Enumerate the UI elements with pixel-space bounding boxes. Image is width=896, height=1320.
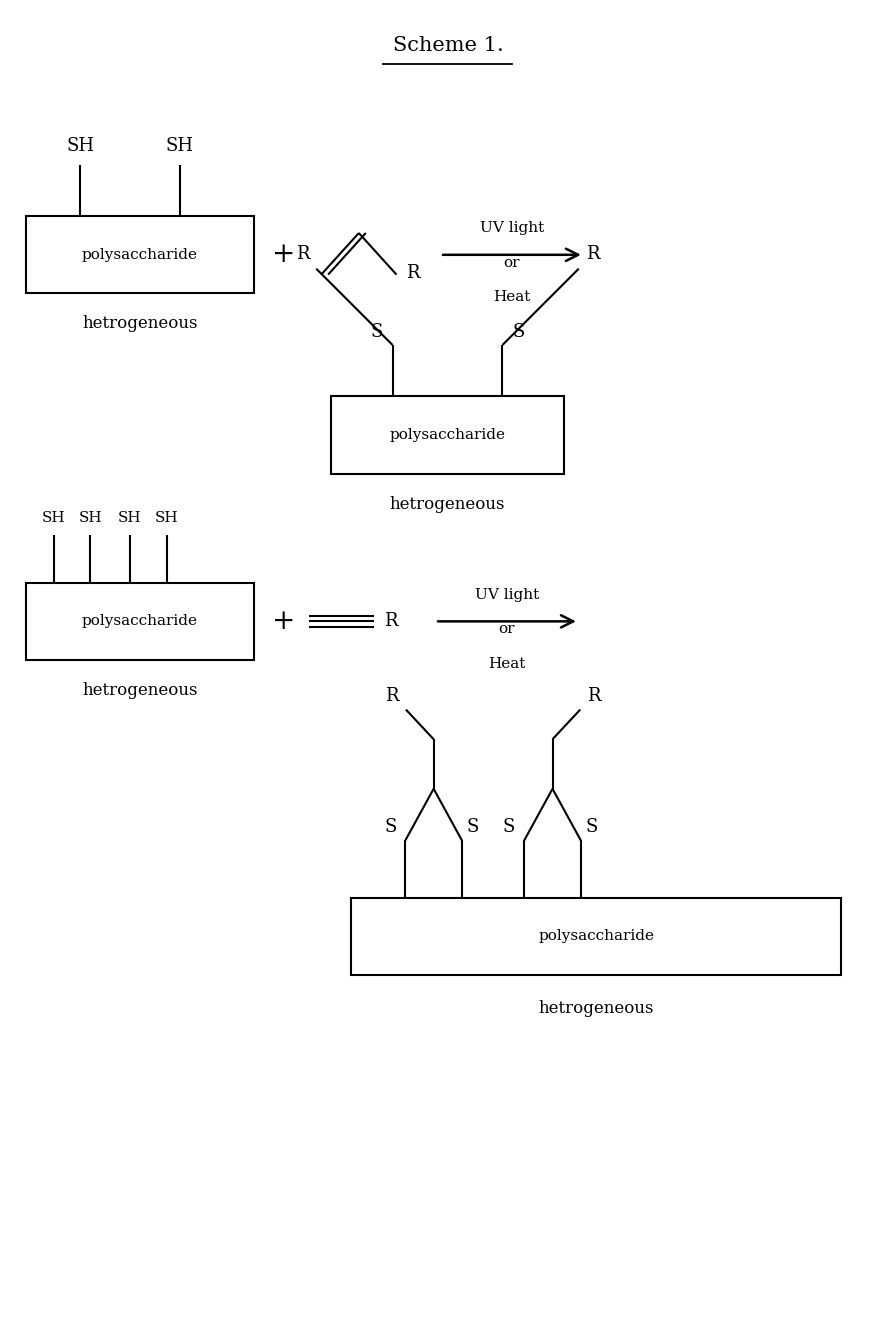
FancyBboxPatch shape: [351, 898, 841, 975]
Text: polysaccharide: polysaccharide: [390, 428, 505, 442]
Text: UV light: UV light: [475, 587, 539, 602]
Text: R: R: [383, 612, 397, 631]
Text: R: R: [296, 244, 309, 263]
Text: S: S: [586, 818, 599, 837]
Text: UV light: UV light: [479, 220, 544, 235]
Text: SH: SH: [66, 137, 94, 154]
Text: hetrogeneous: hetrogeneous: [82, 315, 198, 333]
Text: Heat: Heat: [493, 290, 530, 305]
Text: +: +: [271, 609, 295, 635]
Text: SH: SH: [166, 137, 194, 154]
FancyBboxPatch shape: [26, 582, 254, 660]
Text: R: R: [385, 686, 399, 705]
Text: +: +: [271, 242, 295, 268]
Text: SH: SH: [118, 511, 142, 525]
Text: polysaccharide: polysaccharide: [538, 929, 654, 944]
Text: hetrogeneous: hetrogeneous: [538, 999, 654, 1016]
Text: Heat: Heat: [488, 657, 526, 671]
FancyBboxPatch shape: [332, 396, 564, 474]
Text: SH: SH: [155, 511, 178, 525]
Text: or: or: [504, 256, 521, 269]
Text: S: S: [467, 818, 479, 837]
Text: R: R: [586, 244, 599, 263]
Text: hetrogeneous: hetrogeneous: [82, 682, 198, 698]
Text: S: S: [513, 323, 525, 341]
Text: Scheme 1.: Scheme 1.: [392, 36, 504, 55]
Text: or: or: [499, 622, 515, 636]
Text: R: R: [587, 686, 600, 705]
FancyBboxPatch shape: [26, 216, 254, 293]
Text: R: R: [407, 264, 420, 281]
Text: polysaccharide: polysaccharide: [82, 614, 198, 628]
Text: polysaccharide: polysaccharide: [82, 248, 198, 261]
Text: S: S: [503, 818, 515, 837]
Text: S: S: [370, 323, 383, 341]
Text: S: S: [384, 818, 397, 837]
Text: hetrogeneous: hetrogeneous: [390, 495, 505, 512]
Text: SH: SH: [42, 511, 65, 525]
Text: SH: SH: [79, 511, 102, 525]
